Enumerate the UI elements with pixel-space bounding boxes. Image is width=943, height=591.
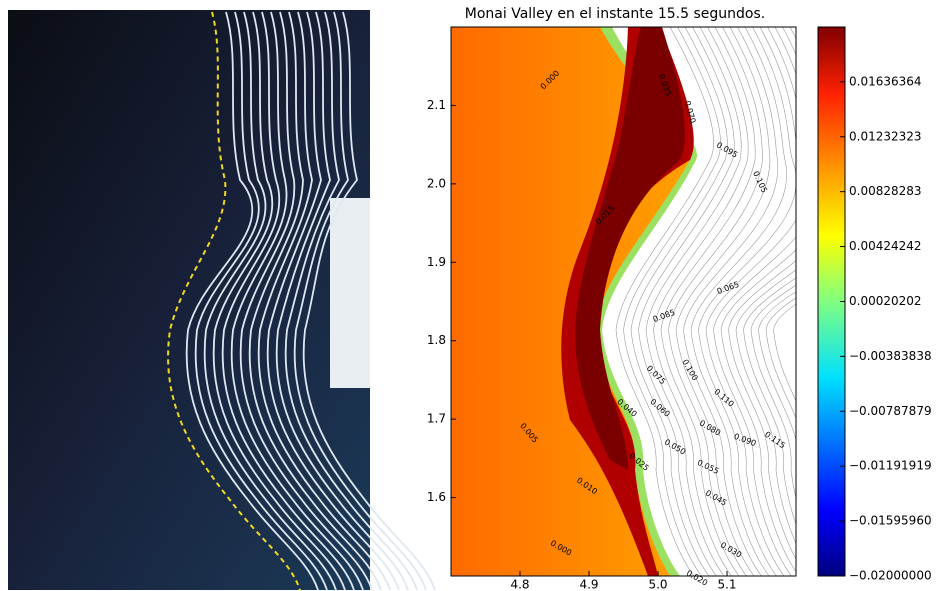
colorbar-tick-label: −0.01191919	[849, 459, 932, 473]
colorbar-tick-label: 0.01232323	[849, 129, 922, 143]
chart-title: Monai Valley en el instante 15.5 segundo…	[465, 6, 765, 22]
colorbar-tick-label: −0.00383838	[849, 349, 932, 363]
x-tick-label: 4.9	[579, 578, 598, 591]
colorbar-tick-label: −0.01595960	[849, 514, 932, 528]
y-tick-label: 1.9	[427, 255, 446, 269]
x-tick-label: 5.1	[717, 578, 736, 591]
colorbar-tick-label: 0.01636364	[849, 74, 922, 88]
colorbar-tick-label: −0.00787879	[849, 404, 932, 418]
y-tick-label: 2.1	[427, 98, 446, 112]
colorbar-tick-label: 0.00424242	[849, 239, 922, 253]
x-tick-label: 5.0	[648, 578, 667, 591]
colorbar-tick-label: 0.00828283	[849, 184, 922, 198]
colorbar-tick-label: 0.00020202	[849, 294, 922, 308]
y-tick-label: 1.8	[427, 333, 446, 347]
y-tick-label: 2.0	[427, 176, 446, 190]
photo	[8, 10, 435, 590]
colorbar-tick-label: −0.02000000	[849, 569, 932, 583]
x-tick-label: 4.8	[510, 578, 529, 591]
y-tick-label: 1.7	[427, 412, 446, 426]
y-tick-label: 1.6	[427, 490, 446, 504]
figure: Monai Valley en el instante 15.5 segundo…	[0, 0, 943, 591]
